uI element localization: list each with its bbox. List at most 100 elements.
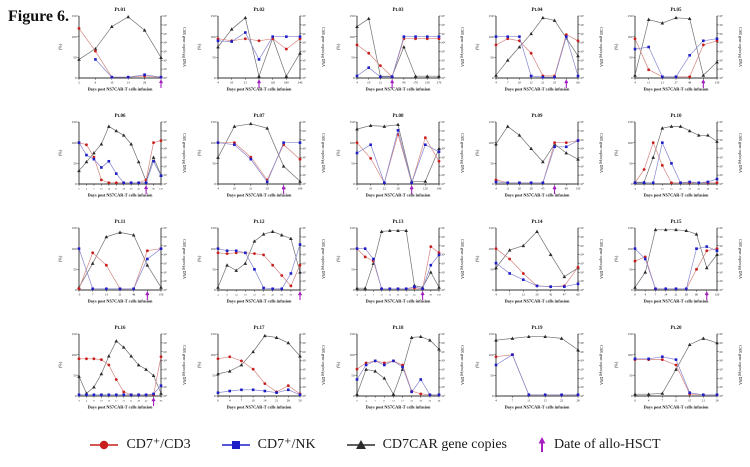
svg-text:10³: 10³ [302, 263, 306, 266]
cd7-cd3-series [355, 133, 441, 185]
svg-text:10³: 10³ [302, 157, 306, 160]
left-axis-ticks: 0 50 100 150 [489, 14, 496, 80]
svg-text:10¹: 10¹ [441, 386, 445, 389]
svg-text:28: 28 [122, 187, 125, 190]
svg-text:10⁴: 10⁴ [580, 360, 584, 363]
svg-text:10³: 10³ [441, 263, 445, 266]
svg-text:10¹: 10¹ [580, 68, 584, 71]
axes [356, 16, 440, 79]
left-axis-ticks: 0 50 100 150 [72, 332, 79, 398]
cd7-nk-series [77, 384, 163, 397]
cd7-nk-series [355, 128, 441, 185]
svg-text:11: 11 [506, 186, 509, 190]
svg-text:150: 150 [72, 120, 77, 124]
svg-text:50: 50 [73, 267, 77, 271]
svg-text:100: 100 [350, 35, 355, 39]
svg-text:10²: 10² [302, 377, 306, 380]
subplot-pt-16: 0 50 100 150 10⁰ 10¹ 10² 10³ 10⁴ 10⁵ 10⁶ 10⁷ -2 4 8 10 1… [58, 326, 187, 410]
svg-text:150: 150 [437, 293, 442, 296]
svg-text:60: 60 [576, 80, 580, 84]
svg-text:10²: 10² [580, 165, 584, 168]
svg-text:150: 150 [350, 226, 355, 230]
allo-hsct-arrow [159, 79, 163, 88]
left-axis-label: (%) [58, 361, 63, 368]
right-axis-label: CAR gene copies/μg DNA [182, 27, 186, 67]
svg-text:10²: 10² [719, 165, 723, 168]
legend-square-icon [221, 440, 250, 449]
svg-text:27: 27 [674, 80, 678, 84]
subplot-title: Pt.16 [115, 326, 126, 331]
svg-text:29: 29 [688, 187, 691, 190]
cd7-cd3-series [216, 141, 302, 182]
svg-text:7: 7 [509, 292, 511, 296]
axes [634, 228, 718, 291]
svg-text:10⁶: 10⁶ [441, 342, 445, 345]
svg-text:4: 4 [217, 80, 219, 84]
svg-text:21: 21 [674, 292, 678, 296]
svg-text:10¹: 10¹ [163, 174, 167, 177]
right-axis-label: CAR gene copies/μg DNA [182, 239, 186, 279]
svg-text:10⁶: 10⁶ [719, 236, 723, 239]
svg-text:48: 48 [707, 187, 710, 190]
svg-text:10²: 10² [719, 271, 723, 274]
svg-text:10: 10 [518, 80, 522, 84]
svg-text:31: 31 [130, 399, 133, 402]
svg-text:20: 20 [679, 187, 682, 190]
svg-text:10⁷: 10⁷ [163, 121, 167, 124]
car-copies-series [77, 339, 163, 395]
svg-text:10⁵: 10⁵ [441, 139, 445, 142]
svg-text:10⁷: 10⁷ [580, 333, 584, 336]
svg-text:10⁰: 10⁰ [719, 76, 724, 80]
svg-text:4: 4 [495, 80, 497, 84]
svg-text:21: 21 [249, 186, 253, 190]
svg-text:0: 0 [75, 76, 77, 80]
svg-text:0: 0 [353, 394, 355, 398]
cd7-nk-series [633, 245, 719, 291]
svg-text:0: 0 [492, 182, 494, 186]
svg-text:10: 10 [661, 187, 664, 190]
x-axis-label: Days post NS7CAR-T cells infusion [505, 193, 570, 198]
axes [217, 16, 301, 79]
svg-text:10⁷: 10⁷ [719, 15, 723, 18]
svg-text:10⁴: 10⁴ [163, 360, 167, 363]
svg-text:15: 15 [670, 187, 673, 190]
svg-text:8: 8 [226, 293, 228, 296]
svg-text:29: 29 [130, 187, 133, 190]
svg-text:20: 20 [518, 186, 522, 190]
x-axis-ticks: 410214690170210270 [356, 78, 442, 84]
svg-text:10⁷: 10⁷ [719, 227, 723, 230]
svg-text:120: 120 [270, 80, 275, 84]
subplot-title: Pt.06 [115, 114, 126, 119]
svg-text:10⁵: 10⁵ [163, 351, 167, 354]
x-axis-ticks: -3713214690150 [78, 290, 164, 296]
svg-text:10⁰: 10⁰ [302, 288, 307, 292]
svg-text:29: 29 [266, 186, 270, 190]
right-axis-ticks: 10⁰ 10¹ 10² 10³ 10⁴ 10⁵ 10⁶ 10⁷ [300, 227, 307, 292]
svg-text:10⁰: 10⁰ [302, 182, 307, 186]
cd7-cd3-series [355, 245, 441, 291]
cd7-nk-series [216, 31, 302, 61]
car-copies-series [633, 336, 719, 396]
subplot-title: Pt.11 [115, 220, 126, 225]
allo-hsct-arrow [409, 185, 414, 194]
subplot-title: Pt.14 [532, 220, 543, 225]
svg-text:12: 12 [522, 292, 526, 296]
left-axis-ticks: 0 50 100 150 [489, 120, 496, 186]
svg-text:4: 4 [86, 187, 88, 190]
right-axis-label: CAR gene copies/μg DNA [182, 345, 186, 385]
svg-text:-4: -4 [634, 187, 637, 190]
x-axis-label: Days post NS7CAR-T cells infusion [227, 193, 292, 198]
svg-text:7: 7 [655, 292, 657, 296]
svg-text:10⁶: 10⁶ [580, 342, 584, 345]
svg-text:14: 14 [664, 292, 668, 296]
svg-text:7: 7 [93, 187, 95, 190]
cd7-nk-series [216, 243, 302, 291]
svg-text:0: 0 [214, 76, 216, 80]
car-copies-series [77, 124, 163, 183]
subplot-title: Pt.17 [254, 326, 265, 331]
svg-text:10³: 10³ [719, 157, 723, 160]
legend-item-car-gene-copies: CD7CAR gene copies [346, 437, 507, 453]
svg-text:11: 11 [380, 293, 383, 296]
allo-hsct-arrow [298, 291, 302, 300]
